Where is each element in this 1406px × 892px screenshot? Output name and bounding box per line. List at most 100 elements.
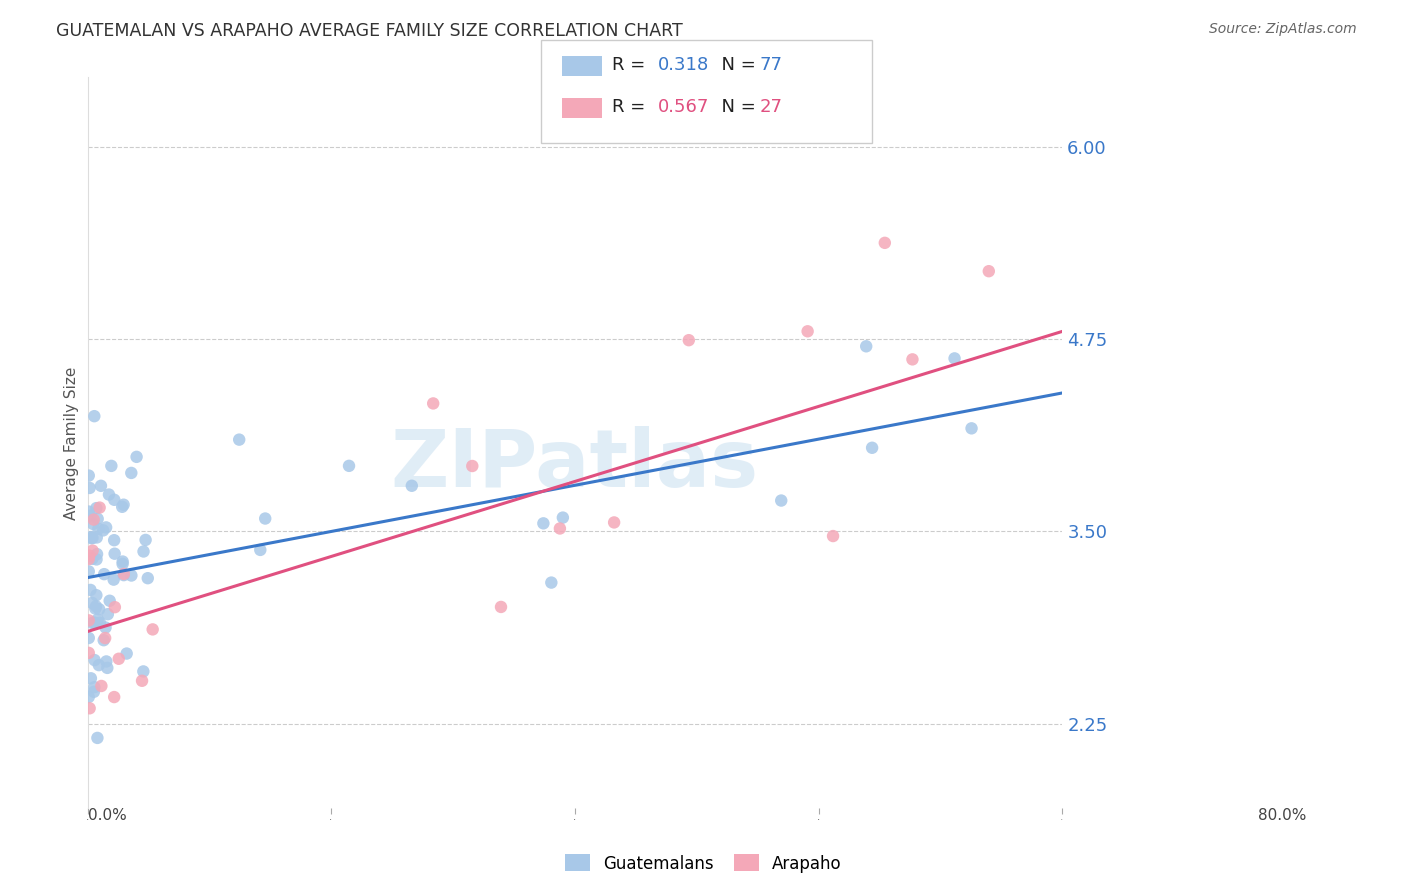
Point <box>83 615 105 630</box>
Point <box>89 602 111 616</box>
Point <box>120 466 142 480</box>
Point <box>91 524 114 538</box>
Text: 0.0%: 0.0% <box>87 808 127 823</box>
Point <box>80 530 103 544</box>
Point <box>100 458 122 473</box>
Text: R =: R = <box>612 56 651 74</box>
Point <box>142 623 165 637</box>
Point <box>120 568 142 582</box>
Text: GUATEMALAN VS ARAPAHO AVERAGE FAMILY SIZE CORRELATION CHART: GUATEMALAN VS ARAPAHO AVERAGE FAMILY SIZ… <box>56 22 683 40</box>
Point <box>855 339 877 353</box>
Point <box>89 615 111 630</box>
Text: ZIPatlas: ZIPatlas <box>391 425 759 504</box>
Point <box>90 479 112 493</box>
Point <box>107 652 129 666</box>
Point <box>93 567 115 582</box>
Point <box>80 531 103 545</box>
Point <box>111 555 134 569</box>
Point <box>548 521 571 535</box>
Point <box>401 479 423 493</box>
Point <box>873 235 896 250</box>
Point <box>551 510 574 524</box>
Point <box>104 600 127 615</box>
Point <box>77 631 100 645</box>
Point <box>84 599 107 614</box>
Point <box>77 646 100 660</box>
Point <box>943 351 966 366</box>
Text: 80.0%: 80.0% <box>1258 808 1306 823</box>
Point <box>79 481 101 495</box>
Text: N =: N = <box>710 56 762 74</box>
Point <box>79 701 101 715</box>
Point <box>83 680 105 694</box>
Point <box>461 458 484 473</box>
Point <box>89 500 111 515</box>
Point <box>135 533 157 547</box>
Point <box>82 531 104 545</box>
Point <box>79 549 101 563</box>
Point <box>603 516 626 530</box>
Legend: Guatemalans, Arapaho: Guatemalans, Arapaho <box>558 847 848 880</box>
Point <box>111 557 134 571</box>
Point <box>977 264 1000 278</box>
Point <box>770 493 793 508</box>
Point <box>860 441 883 455</box>
Point <box>77 505 100 519</box>
Point <box>82 615 104 630</box>
Point <box>337 458 360 473</box>
Point <box>422 396 444 410</box>
Text: Source: ZipAtlas.com: Source: ZipAtlas.com <box>1209 22 1357 37</box>
Point <box>678 333 700 347</box>
Point <box>86 531 108 545</box>
Point <box>98 593 121 607</box>
Point <box>132 544 155 558</box>
Point <box>228 433 250 447</box>
Point <box>960 421 983 435</box>
Point <box>86 588 108 602</box>
Point <box>87 522 110 536</box>
Point <box>96 655 118 669</box>
Text: 0.567: 0.567 <box>658 98 710 116</box>
Point <box>94 631 117 645</box>
Point <box>112 566 135 581</box>
Text: 27: 27 <box>759 98 782 116</box>
Point <box>103 690 125 704</box>
Y-axis label: Average Family Size: Average Family Size <box>65 367 79 520</box>
Point <box>77 565 100 579</box>
Point <box>531 516 554 531</box>
Point <box>489 599 512 614</box>
Point <box>249 542 271 557</box>
Point <box>104 547 127 561</box>
Text: 0.318: 0.318 <box>658 56 709 74</box>
Point <box>82 516 104 531</box>
Point <box>132 665 155 679</box>
Point <box>79 582 101 597</box>
Point <box>83 409 105 424</box>
Point <box>136 571 159 585</box>
Point <box>86 547 108 561</box>
Point <box>77 613 100 627</box>
Point <box>84 601 107 615</box>
Point <box>131 673 153 688</box>
Point <box>254 511 277 525</box>
Point <box>103 533 125 548</box>
Point <box>103 573 125 587</box>
Point <box>83 512 105 526</box>
Point <box>94 520 117 534</box>
Point <box>796 324 818 338</box>
Point <box>93 633 115 648</box>
Point <box>86 501 108 516</box>
Point <box>77 468 100 483</box>
Text: R =: R = <box>612 98 651 116</box>
Point <box>540 575 562 590</box>
Point <box>94 621 117 635</box>
Point <box>821 529 844 543</box>
Point <box>901 352 924 367</box>
Point <box>115 647 138 661</box>
Point <box>82 596 104 610</box>
Point <box>86 512 108 526</box>
Point <box>86 612 108 626</box>
Point <box>97 487 120 501</box>
Point <box>83 685 105 699</box>
Point <box>125 450 148 464</box>
